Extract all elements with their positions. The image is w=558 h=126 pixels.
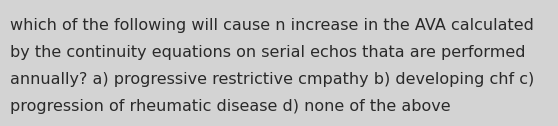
Text: progression of rheumatic disease d) none of the above: progression of rheumatic disease d) none…: [10, 99, 451, 114]
Text: by the continuity equations on serial echos thata are performed: by the continuity equations on serial ec…: [10, 45, 526, 60]
Text: annually? a) progressive restrictive cmpathy b) developing chf c): annually? a) progressive restrictive cmp…: [10, 72, 534, 87]
Text: which of the following will cause n increase in the AVA calculated: which of the following will cause n incr…: [10, 18, 534, 33]
